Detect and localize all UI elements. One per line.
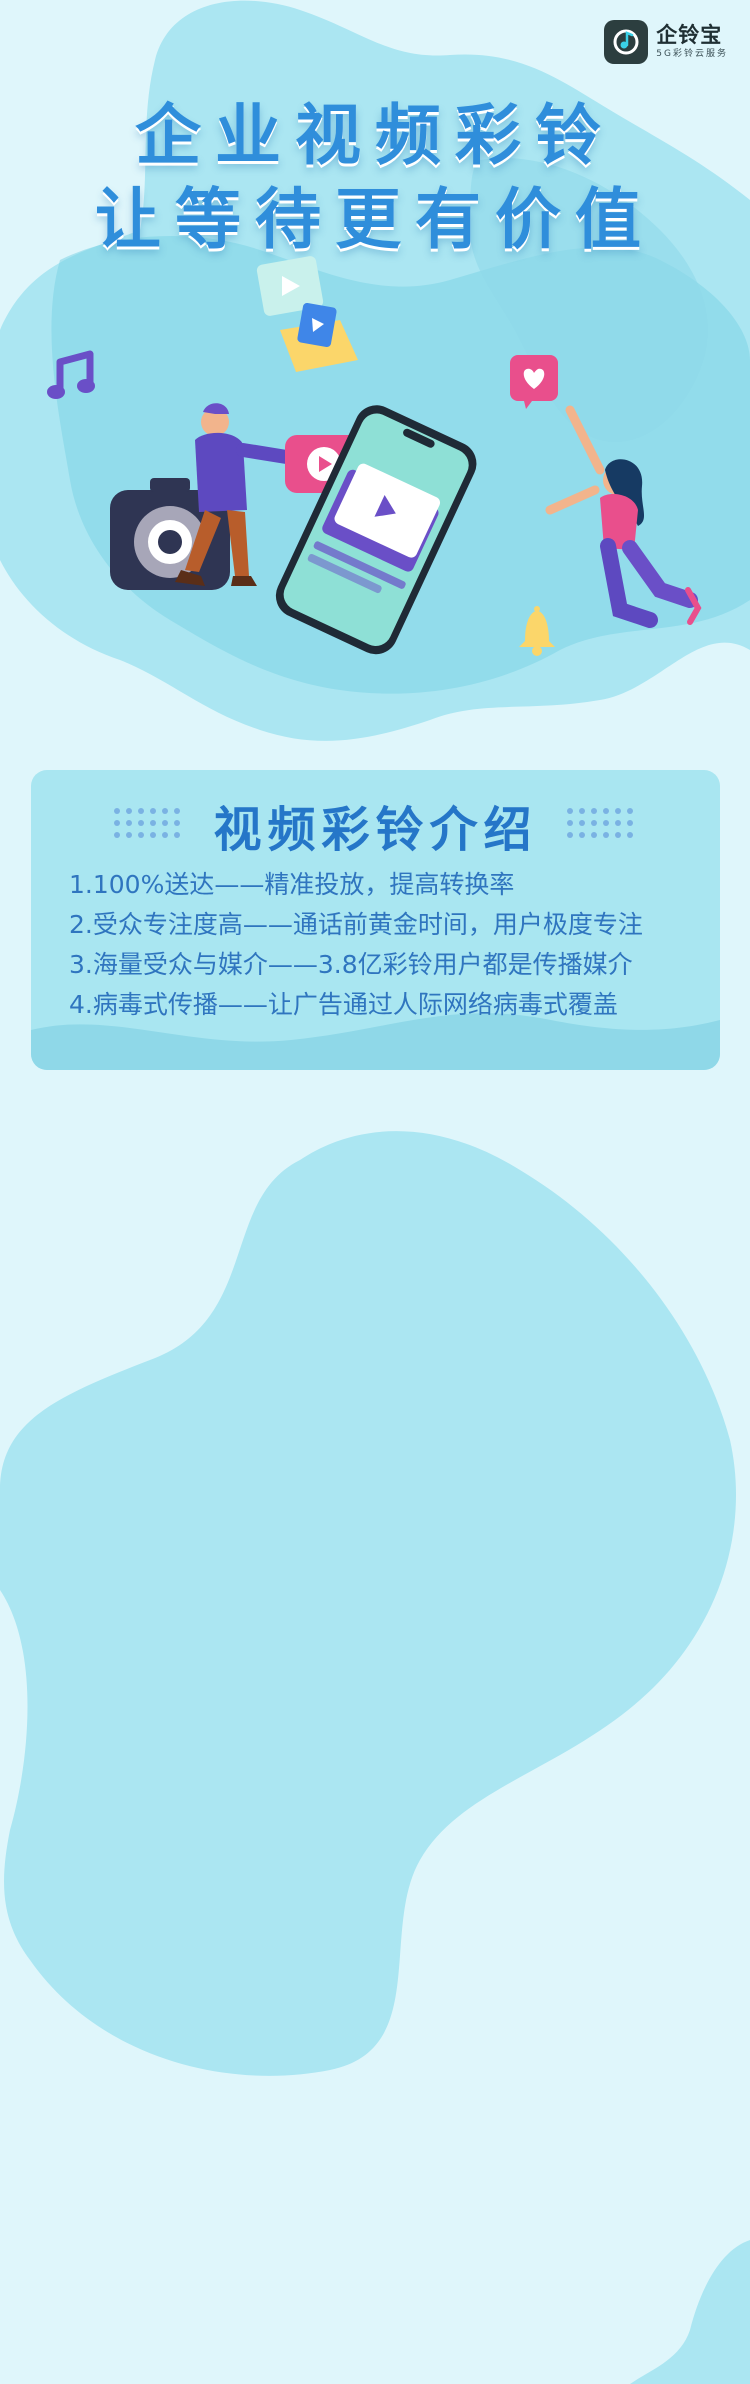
intro-title: 视频彩铃介绍 bbox=[213, 802, 538, 858]
list-item: 2.受众专注度高——通话前黄金时间，用户极度专注 bbox=[69, 910, 643, 939]
bell-icon bbox=[519, 606, 555, 656]
phone-icon bbox=[275, 405, 477, 655]
folder-icon bbox=[280, 302, 358, 372]
woman-figure bbox=[545, 405, 702, 628]
brand-logo[interactable]: 企铃宝 5G彩铃云服务 bbox=[604, 20, 728, 64]
dots-decoration-left bbox=[114, 808, 181, 838]
list-item: 1.100%送达——精准投放，提高转换率 bbox=[69, 870, 515, 899]
intro-list: 1.100%送达——精准投放，提高转换率 2.受众专注度高——通话前黄金时间，用… bbox=[69, 865, 700, 1025]
card-wave-decoration bbox=[31, 1013, 720, 1070]
intro-title-row: 视频彩铃介绍 bbox=[31, 790, 720, 860]
list-item: 4.病毒式传播——让广告通过人际网络病毒式覆盖 bbox=[69, 990, 618, 1019]
list-item: 3.海量受众与媒介——3.8亿彩铃用户都是传播媒介 bbox=[69, 950, 633, 979]
music-note-icon bbox=[604, 20, 649, 64]
hero-title-line2: 让等待更有价值 bbox=[95, 181, 655, 258]
brand-name: 企铃宝 bbox=[656, 23, 723, 47]
video-card-icon bbox=[256, 256, 324, 316]
phone-video-ringtone-illustration bbox=[47, 256, 702, 656]
dots-decoration-right bbox=[566, 808, 633, 838]
brand-tagline: 5G彩铃云服务 bbox=[656, 49, 728, 59]
man-figure bbox=[175, 403, 318, 586]
music-note-icon bbox=[47, 350, 95, 399]
camera-icon bbox=[110, 478, 230, 590]
heart-bubble-icon bbox=[510, 355, 558, 409]
hero-title-line1: 企业视频彩铃 bbox=[135, 97, 615, 174]
intro-card: 视频彩铃介绍 1.100%送达——精准投放，提高转换率 2.受众专注度高——通话… bbox=[31, 770, 720, 1070]
